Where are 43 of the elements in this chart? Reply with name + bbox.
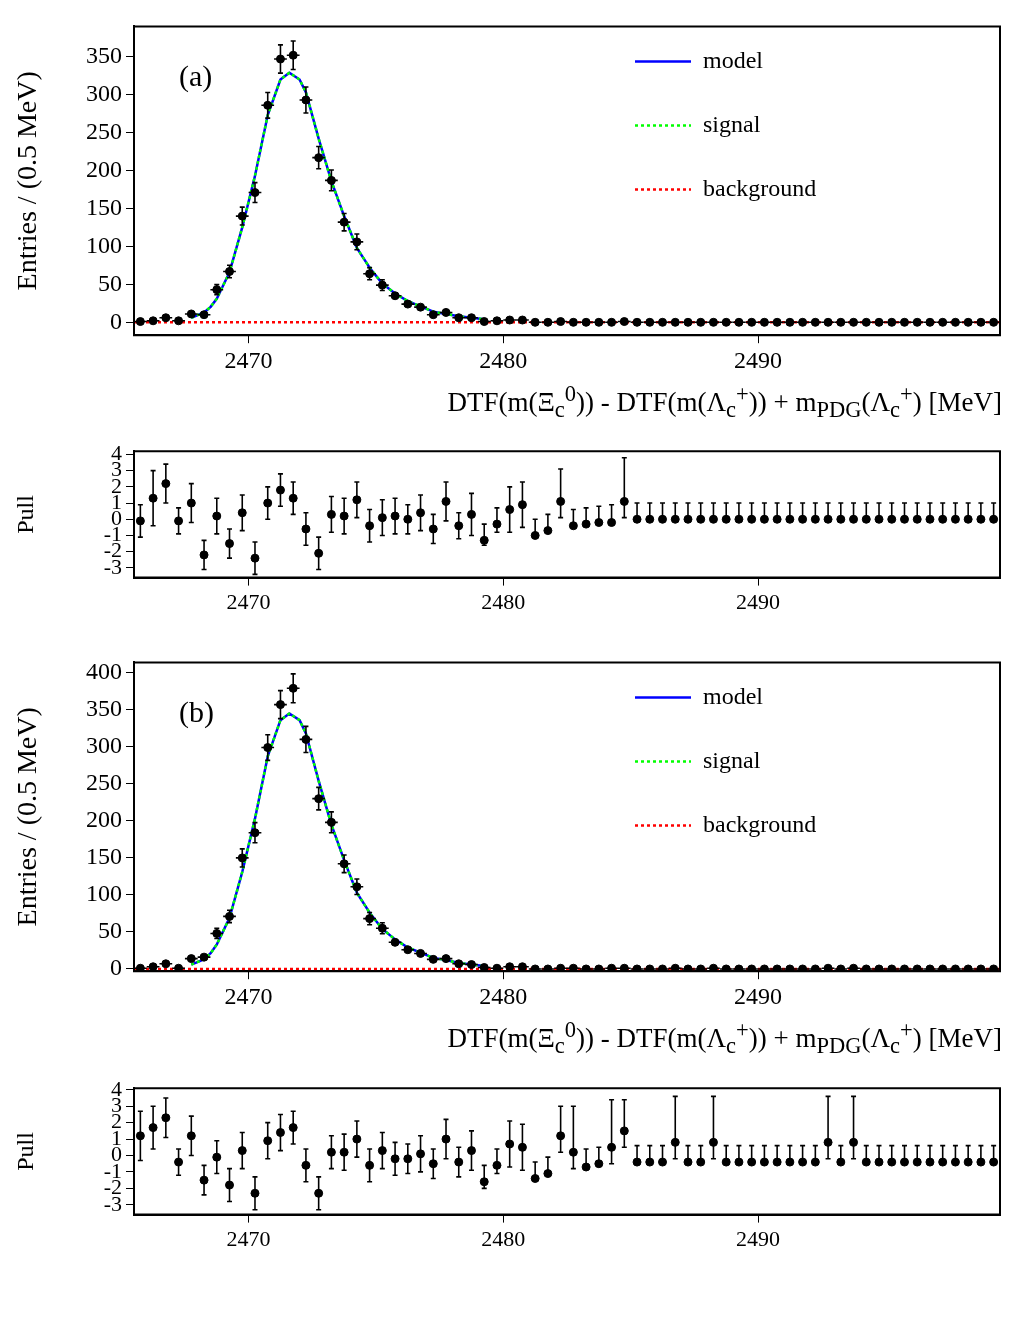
x-tick-label: 2480 (481, 588, 526, 614)
y-tick-label: 50 (98, 917, 122, 944)
legend-label: background (703, 811, 817, 838)
y-axis-title: Pull (11, 495, 38, 535)
y-tick-label: 250 (86, 769, 122, 796)
y-axis-title: Pull (11, 1131, 38, 1171)
annotation: (a) (179, 59, 213, 94)
y-axis-title: Entries / (0.5 MeV) (11, 71, 43, 291)
x-tick-label: 2480 (479, 983, 528, 1010)
text: DTF(m(Ξ$_{c}$$^{0}$)) - DTF(m(Λ$_{c}$$^{+}$)) + m$_{PDG}$(Λ$_{c}$$^{+}$) [MeV] (447, 1017, 1002, 1059)
annotation: (b) (179, 695, 214, 730)
y-tick-label: 200 (86, 155, 122, 182)
x-tick-label: 2470 (224, 346, 273, 373)
y-tick-label: 400 (86, 658, 122, 685)
y-tick-label: 100 (86, 231, 122, 258)
legend-label: signal (703, 110, 761, 137)
y-tick-label: 300 (86, 79, 122, 106)
x-tick-label: 2490 (736, 1225, 781, 1251)
x-tick-label: 2490 (736, 588, 781, 614)
y-tick-label: 350 (86, 695, 122, 722)
x-tick-label: 2490 (734, 983, 783, 1010)
x-tick-label: 2470 (224, 983, 273, 1010)
y-tick-label: 350 (86, 42, 122, 69)
y-axis-title: Entries / (0.5 MeV) (11, 707, 43, 927)
x-tick-label: 2480 (479, 346, 528, 373)
y-tick-label: 100 (86, 880, 122, 907)
y-tick-label: 200 (86, 806, 122, 833)
y-tick-label: 150 (86, 193, 122, 220)
legend-label: signal (703, 747, 761, 774)
legend-label: model (703, 46, 764, 73)
x-tick-label: 2470 (226, 1225, 271, 1251)
y-tick-label: 50 (98, 269, 122, 296)
x-tick-label: 2490 (734, 346, 783, 373)
text: DTF(m(Ξ$_{c}$$^{0}$)) - DTF(m(Λ$_{c}$$^{+}$)) + m$_{PDG}$(Λ$_{c}$$^{+}$) [MeV] (447, 381, 1002, 423)
legend-label: model (703, 683, 764, 710)
x-tick-label: 2470 (226, 588, 271, 614)
x-tick-label: 2480 (481, 1225, 526, 1251)
y-tick-label: 0 (110, 307, 122, 334)
y-tick-label: 250 (86, 117, 122, 144)
y-tick-label: 0 (110, 954, 122, 981)
y-tick-label: 150 (86, 843, 122, 870)
legend-label: background (703, 174, 817, 201)
y-tick-label: 300 (86, 732, 122, 759)
